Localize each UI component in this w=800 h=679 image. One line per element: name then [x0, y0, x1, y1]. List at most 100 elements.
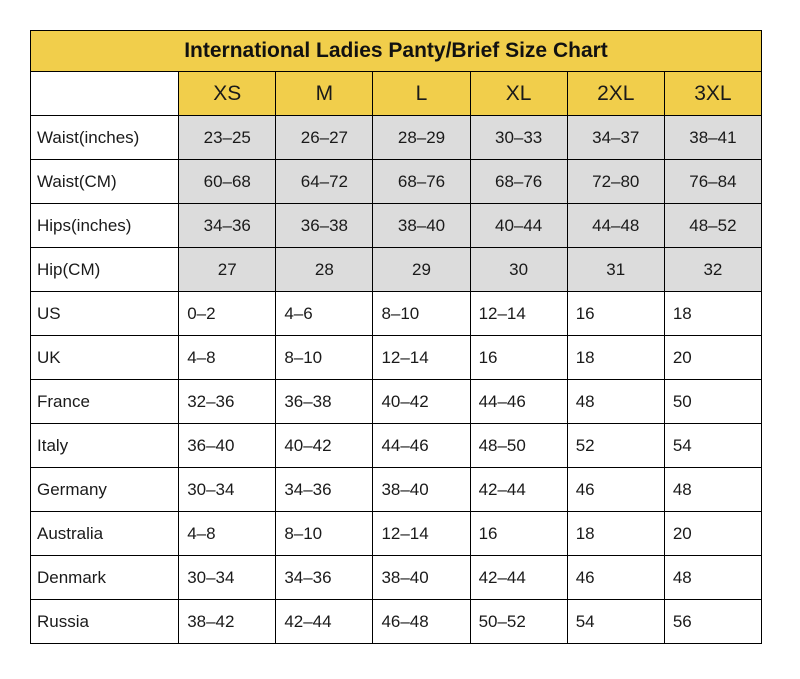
size-value-cell: 18 — [663, 291, 763, 336]
table-row: France 32–36 36–38 40–42 44–46 48 50 — [29, 379, 763, 424]
table-row: Italy 36–40 40–42 44–46 48–50 52 54 — [29, 423, 763, 468]
size-column-header: XS — [178, 71, 277, 116]
size-value-cell: 46 — [566, 467, 665, 512]
size-value-cell: 8–10 — [275, 511, 374, 556]
row-label: Denmark — [29, 555, 180, 600]
size-value-cell: 30 — [469, 247, 568, 292]
table-row: Hips(inches) 34–36 36–38 38–40 40–44 44–48 48–… — [29, 203, 763, 248]
size-column-header: L — [372, 71, 471, 116]
size-value-cell: 72–80 — [566, 159, 665, 204]
size-value-cell: 56 — [663, 599, 763, 644]
table-row: Waist(inches) 23–25 26–27 28–29 30–33 34–37 38… — [29, 115, 763, 160]
size-value-cell: 4–6 — [275, 291, 374, 336]
size-value-cell: 54 — [663, 423, 763, 468]
size-value-cell: 48–52 — [663, 203, 763, 248]
row-label: Australia — [29, 511, 180, 556]
size-value-cell: 26–27 — [275, 115, 374, 160]
size-value-cell: 32 — [663, 247, 763, 292]
chart-title: International Ladies Panty/Brief Size Ch… — [30, 30, 762, 72]
size-column-header: 3XL — [663, 71, 763, 116]
size-value-cell: 60–68 — [178, 159, 277, 204]
table-row: Russia 38–42 42–44 46–48 50–52 54 56 — [29, 599, 763, 644]
size-value-cell: 64–72 — [275, 159, 374, 204]
size-value-cell: 48 — [566, 379, 665, 424]
corner-cell — [29, 71, 180, 116]
row-label: Waist(inches) — [29, 115, 180, 160]
size-value-cell: 30–34 — [178, 555, 277, 600]
size-value-cell: 44–46 — [469, 379, 568, 424]
size-column-header: XL — [469, 71, 568, 116]
size-value-cell: 42–44 — [469, 555, 568, 600]
size-value-cell: 46–48 — [372, 599, 471, 644]
size-value-cell: 28–29 — [372, 115, 471, 160]
size-value-cell: 12–14 — [372, 335, 471, 380]
size-value-cell: 44–46 — [372, 423, 471, 468]
size-value-cell: 36–38 — [275, 379, 374, 424]
size-value-cell: 12–14 — [372, 511, 471, 556]
size-value-cell: 46 — [566, 555, 665, 600]
size-value-cell: 16 — [469, 335, 568, 380]
table-row: Waist(CM) 60–68 64–72 68–76 68–76 72–80 76–84 — [29, 159, 763, 204]
size-value-cell: 38–40 — [372, 203, 471, 248]
row-label: Hips(inches) — [29, 203, 180, 248]
size-value-cell: 0–2 — [178, 291, 277, 336]
size-value-cell: 20 — [663, 511, 763, 556]
size-column-header: M — [275, 71, 374, 116]
size-value-cell: 48 — [663, 555, 763, 600]
size-value-cell: 68–76 — [469, 159, 568, 204]
row-label: Waist(CM) — [29, 159, 180, 204]
size-value-cell: 42–44 — [469, 467, 568, 512]
table-row: US 0–2 4–6 8–10 12–14 16 18 — [29, 291, 763, 336]
row-label: Germany — [29, 467, 180, 512]
size-value-cell: 4–8 — [178, 335, 277, 380]
size-value-cell: 48–50 — [469, 423, 568, 468]
row-label: Hip(CM) — [29, 247, 180, 292]
size-value-cell: 40–44 — [469, 203, 568, 248]
size-value-cell: 54 — [566, 599, 665, 644]
size-chart-table: International Ladies Panty/Brief Size Ch… — [29, 30, 763, 644]
table-row: Denmark 30–34 34–36 38–40 42–44 46 48 — [29, 555, 763, 600]
size-value-cell: 36–38 — [275, 203, 374, 248]
size-value-cell: 4–8 — [178, 511, 277, 556]
size-value-cell: 36–40 — [178, 423, 277, 468]
size-value-cell: 38–40 — [372, 555, 471, 600]
size-header-row: XS M L XL 2XL 3XL — [29, 71, 763, 116]
table-row: Australia 4–8 8–10 12–14 16 18 20 — [29, 511, 763, 556]
title-row: International Ladies Panty/Brief Size Ch… — [30, 30, 762, 72]
size-chart-body: International Ladies Panty/Brief Size Ch… — [29, 30, 763, 644]
size-value-cell: 32–36 — [178, 379, 277, 424]
size-value-cell: 42–44 — [275, 599, 374, 644]
size-value-cell: 50 — [663, 379, 763, 424]
size-value-cell: 27 — [178, 247, 277, 292]
size-value-cell: 18 — [566, 335, 665, 380]
size-value-cell: 52 — [566, 423, 665, 468]
size-value-cell: 34–36 — [275, 555, 374, 600]
table-row: Germany 30–34 34–36 38–40 42–44 46 48 — [29, 467, 763, 512]
size-value-cell: 40–42 — [275, 423, 374, 468]
size-value-cell: 34–36 — [275, 467, 374, 512]
table-row: UK 4–8 8–10 12–14 16 18 20 — [29, 335, 763, 380]
size-value-cell: 38–41 — [663, 115, 763, 160]
row-label: Russia — [29, 599, 180, 644]
size-value-cell: 40–42 — [372, 379, 471, 424]
size-value-cell: 50–52 — [469, 599, 568, 644]
table-row: Hip(CM) 27 28 29 30 31 32 — [29, 247, 763, 292]
row-label: Italy — [29, 423, 180, 468]
size-value-cell: 34–37 — [566, 115, 665, 160]
size-value-cell: 38–42 — [178, 599, 277, 644]
row-label: France — [29, 379, 180, 424]
size-value-cell: 31 — [566, 247, 665, 292]
size-value-cell: 18 — [566, 511, 665, 556]
row-label: US — [29, 291, 180, 336]
size-value-cell: 38–40 — [372, 467, 471, 512]
size-value-cell: 44–48 — [566, 203, 665, 248]
size-value-cell: 8–10 — [275, 335, 374, 380]
size-value-cell: 34–36 — [178, 203, 277, 248]
size-value-cell: 16 — [566, 291, 665, 336]
size-value-cell: 29 — [372, 247, 471, 292]
size-column-header: 2XL — [566, 71, 665, 116]
size-value-cell: 30–34 — [178, 467, 277, 512]
size-value-cell: 8–10 — [372, 291, 471, 336]
size-value-cell: 20 — [663, 335, 763, 380]
